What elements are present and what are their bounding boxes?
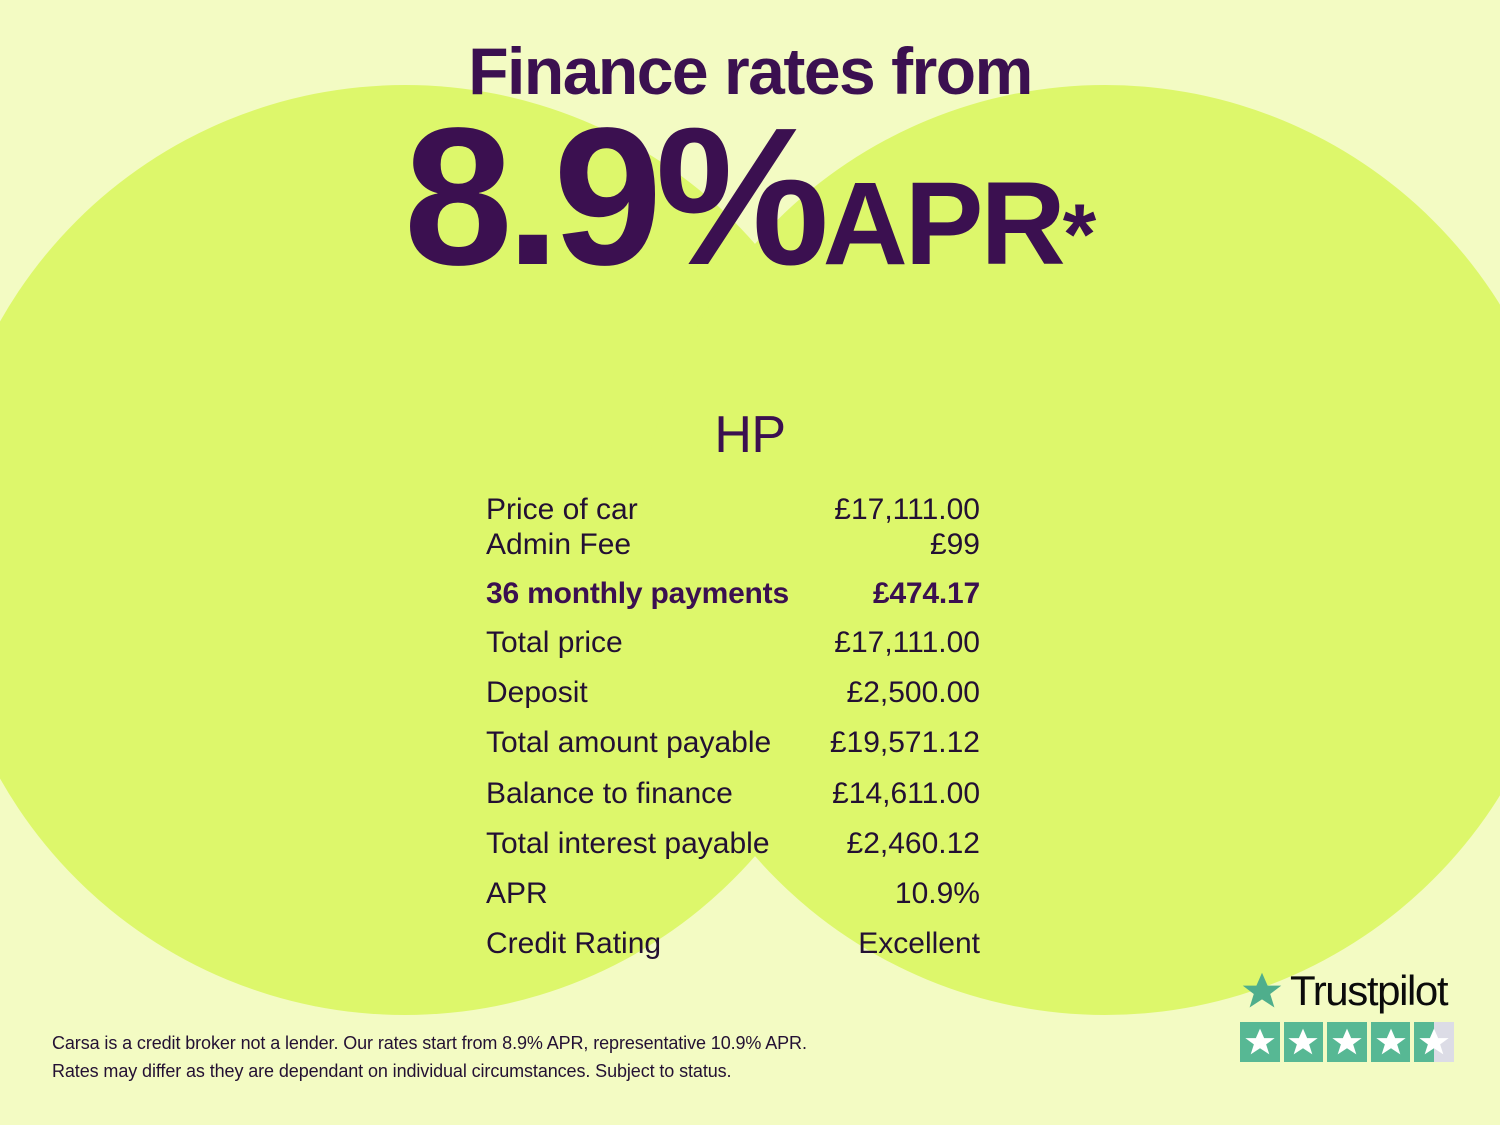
product-title: HP bbox=[714, 406, 786, 464]
headline-rate-value: 8.9% bbox=[403, 87, 830, 307]
row-label: 36 monthly payments bbox=[486, 577, 789, 611]
row-value: £2,460.12 bbox=[846, 826, 980, 860]
row-value: £99 bbox=[929, 528, 980, 562]
star-icon bbox=[1419, 1028, 1449, 1055]
row-label: Deposit bbox=[486, 676, 588, 710]
rating-star bbox=[1327, 1022, 1367, 1062]
star-icon bbox=[1288, 1028, 1319, 1055]
table-row: Deposit £2,500.00 bbox=[486, 675, 980, 710]
table-row: Price of car £17,111.00 bbox=[486, 492, 980, 527]
headline-rate-suffix: APR bbox=[822, 158, 1066, 291]
background-blob-right bbox=[640, 85, 1500, 1015]
row-label: Credit Rating bbox=[486, 926, 662, 960]
table-row: Credit Rating Excellent bbox=[486, 926, 980, 961]
row-value: Excellent bbox=[858, 926, 980, 960]
table-row: Total price £17,111.00 bbox=[486, 625, 980, 660]
table-row: APR 10.9% bbox=[486, 876, 980, 911]
row-label: Total amount payable bbox=[486, 726, 772, 760]
row-value: £17,111.00 bbox=[834, 626, 980, 660]
rating-star-half bbox=[1414, 1022, 1454, 1062]
star-icon bbox=[1245, 1028, 1275, 1055]
trustpilot-logo: Trustpilot bbox=[1240, 968, 1454, 1014]
disclaimer-line-2: Rates may differ as they are dependant o… bbox=[52, 1060, 732, 1081]
rating-star bbox=[1370, 1022, 1411, 1062]
row-label: Admin Fee bbox=[486, 528, 632, 562]
row-value: £19,571.12 bbox=[829, 726, 980, 760]
row-value: £2,500.00 bbox=[846, 676, 980, 710]
trustpilot-wordmark-text: Trustpilot bbox=[1290, 967, 1449, 1014]
row-label: Price of car bbox=[486, 493, 638, 526]
disclaimer-line-1: Carsa is a credit broker not a lender. O… bbox=[52, 1033, 807, 1053]
headline-rate-line: 8.9%APR* bbox=[0, 99, 1500, 295]
star-icon bbox=[1332, 1028, 1362, 1055]
row-label: APR bbox=[486, 876, 548, 910]
row-value: 10.9% bbox=[894, 876, 980, 910]
headline: Finance rates from 8.9%APR* bbox=[0, 34, 1500, 295]
finance-breakdown-table: Price of car £17,111.00 Admin Fee £99 36… bbox=[486, 492, 980, 961]
row-label: Balance to finance bbox=[486, 776, 733, 810]
headline-top-line: Finance rates from bbox=[468, 34, 1033, 108]
disclaimer: Carsa is a credit broker not a lender. O… bbox=[52, 1030, 852, 1086]
table-row-monthly-payments: 36 monthly payments £474.17 bbox=[486, 576, 980, 611]
row-value: £17,111.00 bbox=[834, 493, 980, 526]
table-row: Total amount payable £19,571.12 bbox=[486, 725, 980, 760]
star-icon bbox=[1375, 1028, 1406, 1055]
table-row: Balance to finance £14,611.00 bbox=[486, 776, 980, 811]
table-row: Total interest payable £2,460.12 bbox=[486, 826, 980, 861]
row-value: £474.17 bbox=[872, 577, 980, 611]
table-row: Admin Fee £99 bbox=[486, 527, 980, 562]
rating-star bbox=[1240, 1022, 1280, 1062]
row-label: Total interest payable bbox=[486, 826, 770, 860]
row-value: £14,611.00 bbox=[832, 776, 980, 810]
trustpilot-rating-stars bbox=[1240, 1022, 1454, 1062]
headline-asterisk: * bbox=[1062, 187, 1097, 284]
star-icon bbox=[1242, 972, 1282, 1008]
trustpilot-widget[interactable]: Trustpilot bbox=[1240, 968, 1454, 1062]
rating-star bbox=[1283, 1022, 1324, 1062]
row-label: Total price bbox=[486, 626, 623, 660]
